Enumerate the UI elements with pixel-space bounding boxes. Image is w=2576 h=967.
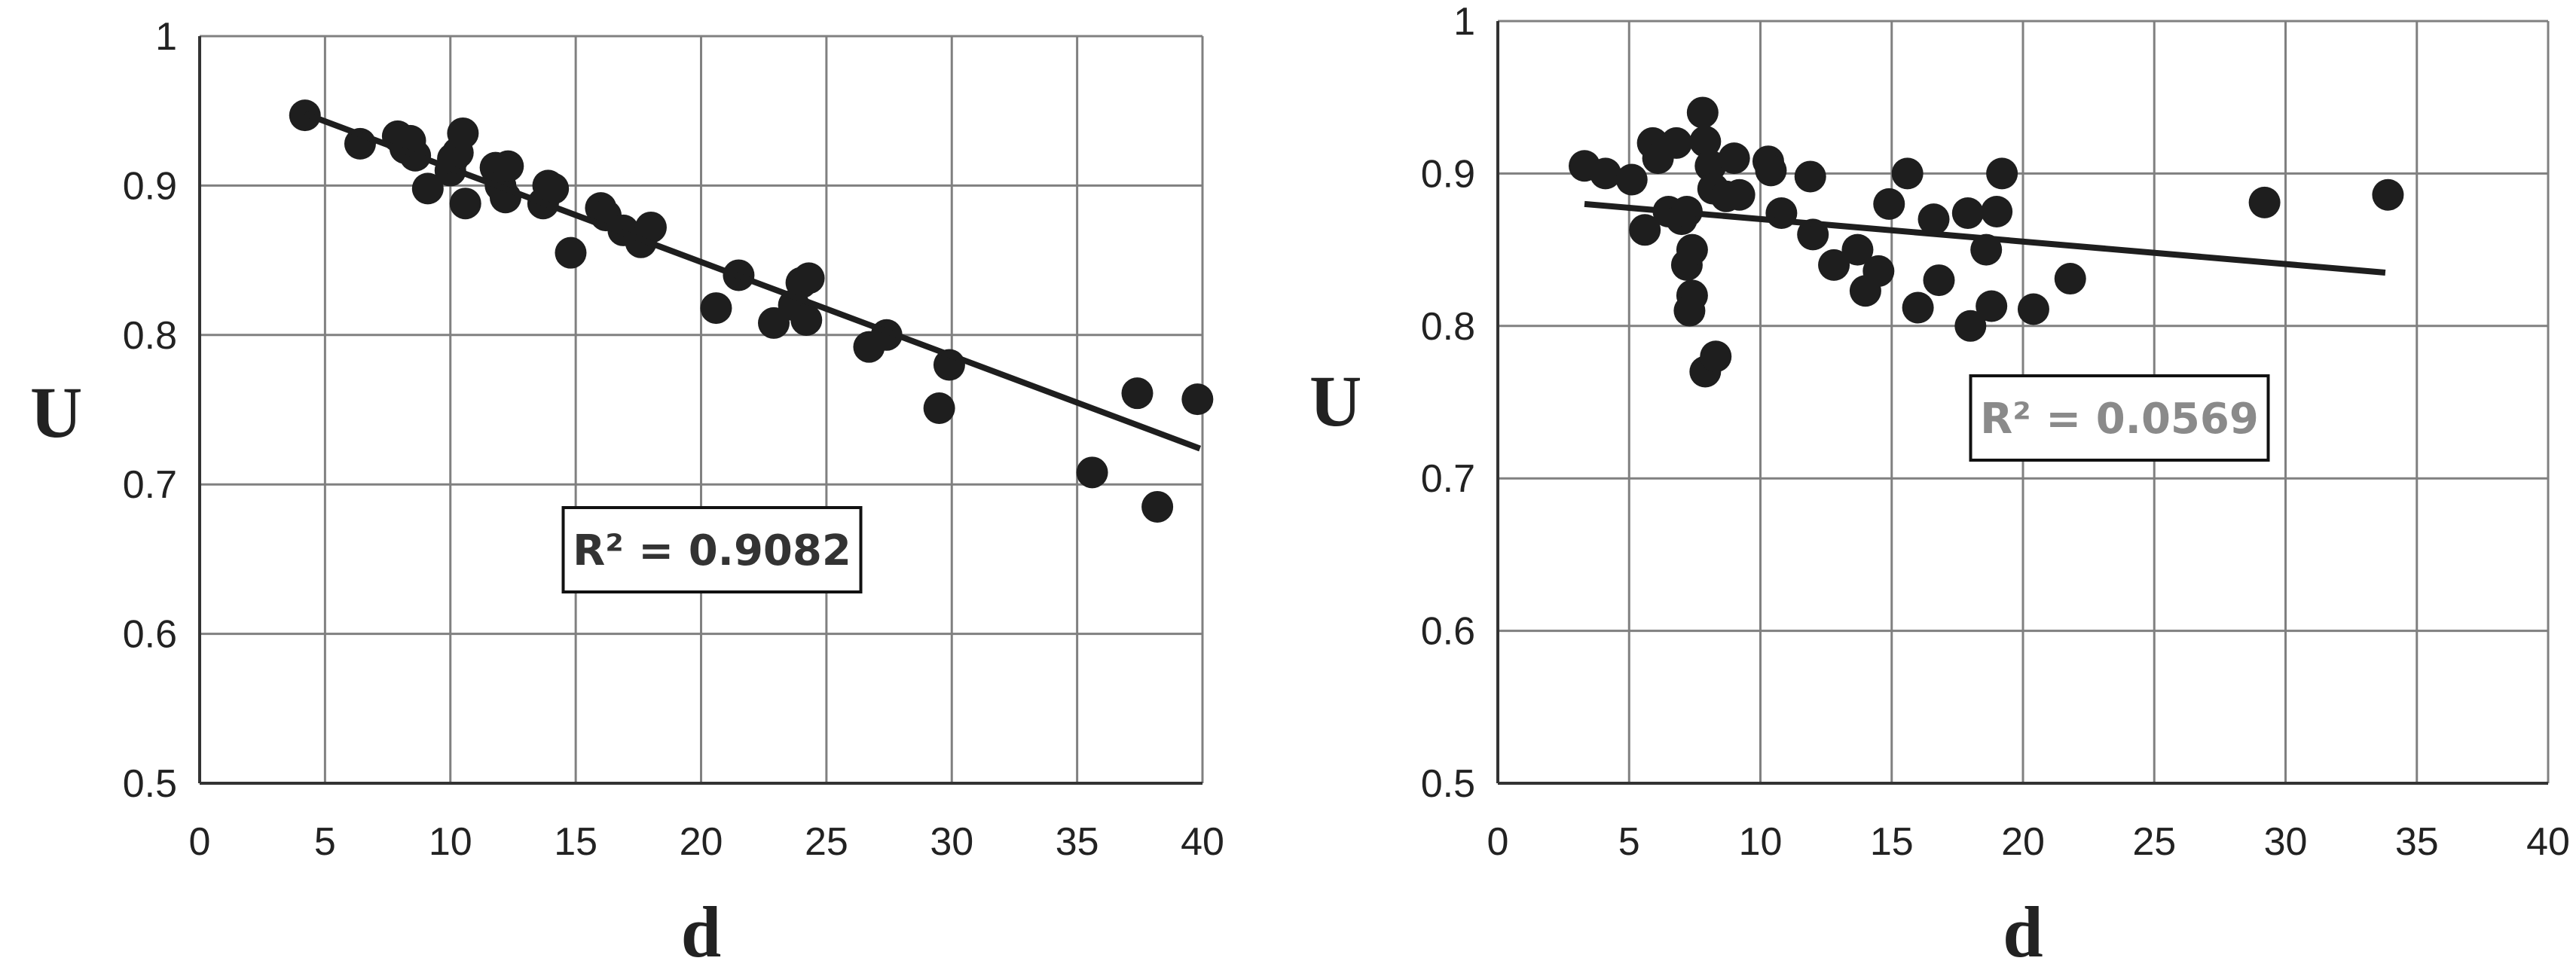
chart-panel-1: 0 5 10 15 20 25 30 35 40 0.5 0.6 0.7 0.8 0.9 1 d U R² = 0… — [30, 15, 1224, 967]
data-point — [1794, 160, 1826, 193]
data-point — [1873, 188, 1905, 220]
x-tick-label: 20 — [2001, 820, 2045, 864]
x-tick-label: 30 — [2264, 820, 2308, 864]
data-point — [2054, 263, 2086, 295]
data-point — [555, 236, 587, 269]
x-tick-label: 35 — [1056, 820, 1099, 864]
y-axis-title: U — [30, 372, 82, 453]
data-point — [1981, 196, 2013, 227]
y-tick-label: 0.6 — [1421, 610, 1475, 654]
x-tick-label: 0 — [189, 820, 211, 864]
data-point — [537, 172, 570, 205]
trendline — [1584, 200, 2386, 276]
y-tick-label: 0.7 — [123, 463, 177, 507]
data-point — [923, 392, 955, 425]
data-point — [1755, 154, 1787, 187]
y-tick-label: 0.9 — [123, 164, 177, 208]
data-point — [1615, 163, 1648, 196]
data-point — [447, 117, 479, 149]
data-point — [1121, 377, 1154, 410]
y-axis-title: U — [1309, 361, 1361, 441]
data-point — [1676, 233, 1708, 266]
data-point — [1700, 340, 1732, 373]
x-tick-label: 10 — [1739, 820, 1783, 864]
x-tick-label: 5 — [1618, 820, 1640, 864]
data-point — [1951, 197, 1984, 230]
r2-label-box — [561, 506, 863, 593]
y-tick-label: 0.5 — [123, 762, 177, 806]
data-point — [1629, 214, 1661, 246]
data-point — [634, 211, 667, 243]
data-point — [1181, 383, 1214, 416]
data-point — [1689, 125, 1722, 157]
data-point — [700, 292, 732, 325]
trendline — [304, 111, 1202, 452]
r2-label: R² = 0.9082 — [573, 526, 851, 575]
y-tick-label: 0.9 — [1421, 152, 1475, 196]
data-point — [1076, 456, 1108, 489]
data-point — [1976, 290, 2008, 322]
data-point — [2017, 293, 2049, 325]
y-tick-label: 1 — [155, 15, 177, 59]
data-point — [793, 262, 825, 294]
x-tick-label: 40 — [2526, 820, 2570, 864]
data-point — [1818, 249, 1850, 281]
data-point — [1723, 178, 1756, 211]
data-point — [790, 304, 823, 336]
x-tick-label: 30 — [930, 820, 973, 864]
r2-label-box — [1969, 374, 2270, 462]
data-point — [1862, 255, 1895, 287]
y-tick-label: 0.8 — [123, 314, 177, 358]
data-point — [1902, 291, 1934, 324]
x-tick-label: 15 — [1870, 820, 1914, 864]
x-tick-label: 20 — [680, 820, 723, 864]
data-point — [1891, 157, 1924, 190]
data-point — [492, 150, 524, 182]
data-point — [1986, 157, 2018, 190]
x-tick-label: 0 — [1487, 820, 1509, 864]
y-tick-label: 0.7 — [1421, 457, 1475, 501]
x-tick-label: 5 — [314, 820, 336, 864]
data-point — [1660, 127, 1692, 159]
data-point — [1841, 233, 1874, 266]
x-tick-label: 35 — [2395, 820, 2439, 864]
data-point — [1673, 294, 1706, 327]
x-axis-title: d — [681, 892, 721, 967]
data-point — [411, 172, 444, 205]
x-axis-title: d — [2003, 892, 2043, 967]
data-point — [1589, 157, 1621, 190]
r2-label: R² = 0.0569 — [1980, 395, 2259, 444]
x-tick-label: 25 — [805, 820, 848, 864]
data-point — [1923, 264, 1955, 297]
y-tick-label: 0.6 — [123, 613, 177, 657]
y-tick-label: 0.8 — [1421, 305, 1475, 349]
data-point — [1917, 203, 1950, 236]
y-tick-label: 1 — [1453, 0, 1475, 44]
data-point — [2248, 186, 2281, 218]
data-point — [2372, 178, 2404, 211]
data-point — [1141, 490, 1174, 523]
data-point — [1954, 310, 1987, 342]
data-point — [1718, 142, 1750, 175]
x-tick-label: 40 — [1181, 820, 1224, 864]
y-tick-label: 0.5 — [1421, 762, 1475, 806]
x-tick-label: 15 — [554, 820, 597, 864]
x-tick-label: 10 — [429, 820, 472, 864]
chart-panel-2: 0 5 10 15 20 25 30 35 40 0.5 0.6 0.7 0.8 0.9 1 d U R² = 0… — [1309, 0, 2570, 967]
x-tick-label: 25 — [2132, 820, 2176, 864]
data-point — [449, 188, 481, 220]
data-point — [1686, 96, 1719, 129]
